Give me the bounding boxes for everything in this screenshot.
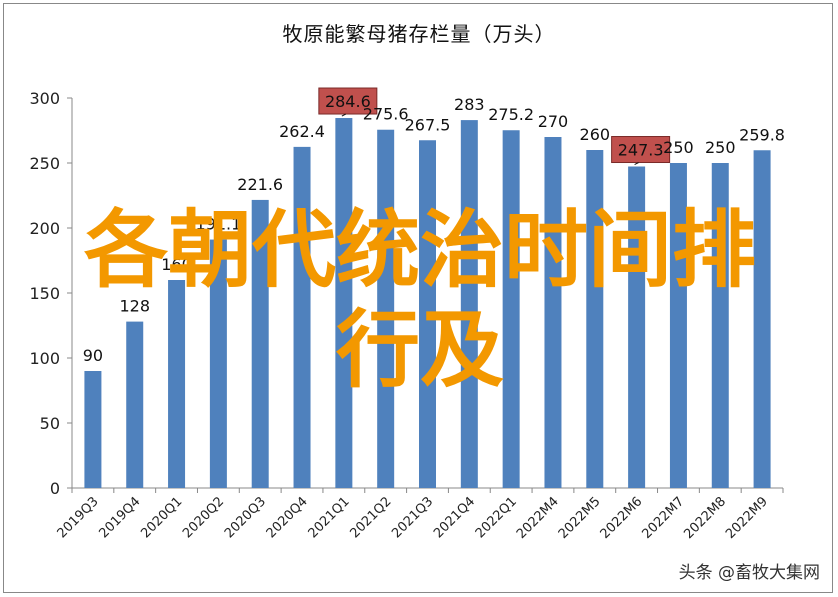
data-label: 160 <box>161 255 192 274</box>
data-label: 283 <box>454 95 485 114</box>
bar <box>460 120 478 488</box>
bar <box>84 371 102 488</box>
x-tick-label: 2020Q1 <box>138 494 185 541</box>
data-label: 250 <box>705 138 736 157</box>
data-label: 250 <box>663 138 694 157</box>
x-tick-label: 2021Q2 <box>347 494 394 541</box>
bar <box>335 118 353 489</box>
x-tick-label: 2020Q4 <box>264 494 311 541</box>
x-tick-label: 2019Q4 <box>96 494 143 541</box>
bar <box>628 166 646 488</box>
x-tick-label: 2022Q1 <box>473 494 520 541</box>
x-tick-label: 2021Q4 <box>431 494 478 541</box>
data-label: 191.1 <box>195 215 241 234</box>
x-tick-label: 2022M9 <box>723 494 771 542</box>
x-tick-label: 2022M7 <box>639 494 687 542</box>
data-label: 128 <box>119 297 150 316</box>
data-label-leader <box>341 113 347 117</box>
bar <box>251 199 269 489</box>
bar <box>293 146 311 488</box>
bar <box>419 140 436 488</box>
x-tick-label: 2022M4 <box>514 494 562 542</box>
bar <box>209 239 227 488</box>
data-label: 259.8 <box>739 125 785 144</box>
data-label: 284.6 <box>325 92 371 111</box>
x-tick-label: 2020Q2 <box>180 494 227 541</box>
data-label-highlight-box <box>611 136 671 164</box>
bar <box>377 129 395 488</box>
chart-title: 牧原能繁母猪存栏量（万头） <box>282 22 556 46</box>
y-tick-label: 250 <box>29 154 60 173</box>
bar <box>586 150 604 488</box>
data-label: 275.2 <box>488 105 534 124</box>
y-tick-label: 100 <box>29 349 60 368</box>
y-tick-label: 0 <box>50 479 60 498</box>
chart-frame <box>3 3 833 593</box>
data-label: 270 <box>538 112 569 131</box>
bar <box>168 280 186 488</box>
bar <box>669 163 687 488</box>
y-tick-label: 50 <box>40 414 60 433</box>
data-label: 221.6 <box>237 175 283 194</box>
x-tick-label: 2019Q3 <box>55 494 102 541</box>
bar <box>502 130 520 489</box>
data-label: 262.4 <box>279 122 325 141</box>
x-tick-label: 2022M8 <box>681 494 729 542</box>
data-label-highlight-box <box>318 87 378 115</box>
bar <box>544 137 562 488</box>
watermark: 头条 @畜牧大集网 <box>678 563 820 583</box>
data-label: 247.3 <box>618 141 664 160</box>
x-tick-label: 2020Q3 <box>222 494 269 541</box>
data-label: 90 <box>83 346 103 365</box>
data-label-leader <box>634 162 639 165</box>
bar <box>753 150 771 488</box>
y-tick-label: 200 <box>29 219 60 238</box>
data-label: 260 <box>580 125 611 144</box>
bar <box>711 163 729 488</box>
bar <box>126 321 144 488</box>
y-tick-label: 150 <box>29 284 60 303</box>
y-tick-label: 300 <box>29 89 60 108</box>
x-tick-label: 2022M5 <box>556 494 604 542</box>
data-label: 267.5 <box>405 115 451 134</box>
x-tick-label: 2022M6 <box>598 494 646 542</box>
x-tick-label: 2021Q1 <box>306 494 353 541</box>
x-tick-label: 2021Q3 <box>389 494 436 541</box>
data-label: 275.6 <box>363 105 409 124</box>
